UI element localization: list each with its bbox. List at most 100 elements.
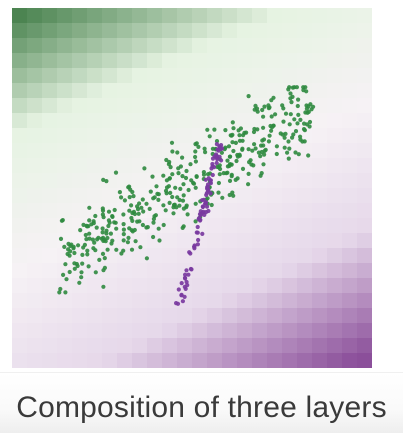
- green-point: [194, 141, 199, 146]
- heatmap-cell: [117, 113, 133, 129]
- heatmap-cell: [102, 113, 118, 129]
- heatmap-cell: [282, 38, 298, 54]
- green-point: [181, 193, 186, 198]
- heatmap-cell: [27, 248, 43, 264]
- heatmap-cell: [252, 323, 268, 339]
- heatmap-cell: [357, 23, 372, 39]
- heatmap-cell: [177, 38, 193, 54]
- purple-point: [219, 143, 224, 148]
- heatmap-cell: [102, 338, 118, 354]
- heatmap-cell: [27, 323, 43, 339]
- green-point: [76, 243, 81, 248]
- green-point: [261, 162, 266, 167]
- heatmap-cell: [312, 143, 328, 159]
- green-point: [80, 252, 85, 257]
- green-point: [87, 205, 92, 210]
- heatmap-cell: [222, 233, 238, 249]
- heatmap-cell: [327, 23, 343, 39]
- heatmap-cell: [237, 248, 253, 264]
- heatmap-cell: [222, 83, 238, 99]
- heatmap-cell: [27, 173, 43, 189]
- purple-point: [219, 158, 224, 163]
- heatmap-cell: [222, 98, 238, 114]
- heatmap-cell: [192, 128, 208, 144]
- heatmap-cell: [282, 113, 298, 129]
- heatmap-cell: [297, 203, 313, 219]
- heatmap-cell: [252, 248, 268, 264]
- green-point: [72, 261, 77, 266]
- heatmap-cell: [357, 248, 372, 264]
- heatmap-cell: [117, 293, 133, 309]
- heatmap-cell: [282, 173, 298, 189]
- green-point: [225, 158, 230, 163]
- green-point: [168, 190, 173, 195]
- heatmap-cell: [162, 8, 178, 24]
- green-point: [170, 149, 175, 154]
- green-point: [132, 211, 137, 217]
- heatmap-cell: [42, 158, 58, 174]
- heatmap-cell: [117, 323, 133, 339]
- heatmap-cell: [177, 248, 193, 264]
- green-point: [129, 247, 135, 252]
- green-point: [258, 154, 263, 159]
- green-point: [93, 270, 98, 275]
- heatmap-cell: [162, 53, 178, 69]
- green-point: [130, 189, 135, 195]
- heatmap-cell: [282, 158, 298, 174]
- heatmap-cell: [87, 293, 103, 309]
- heatmap-cell: [192, 23, 208, 39]
- heatmap-cell: [177, 98, 193, 114]
- green-point: [87, 231, 92, 236]
- heatmap-cell: [342, 38, 358, 54]
- green-point: [186, 187, 191, 193]
- green-point: [94, 225, 99, 230]
- purple-point: [182, 294, 187, 299]
- heatmap-cell: [192, 353, 208, 368]
- heatmap-cell: [282, 323, 298, 339]
- green-point: [287, 85, 292, 90]
- green-point: [311, 104, 316, 109]
- heatmap-cell: [132, 263, 148, 279]
- heatmap-cell: [117, 143, 133, 159]
- heatmap-cell: [72, 293, 88, 309]
- heatmap-cell: [312, 83, 328, 99]
- green-point: [194, 174, 199, 179]
- green-point: [67, 253, 72, 258]
- green-point: [82, 242, 87, 247]
- heatmap-cell: [12, 308, 28, 324]
- green-point: [238, 126, 243, 131]
- green-point: [97, 257, 102, 262]
- heatmap-cell: [252, 233, 268, 249]
- heatmap-cell: [57, 308, 73, 324]
- heatmap-cell: [117, 98, 133, 114]
- heatmap-cell: [207, 83, 223, 99]
- green-point: [62, 244, 67, 249]
- green-point: [221, 171, 226, 176]
- heatmap-cell: [42, 23, 58, 39]
- green-point: [266, 139, 271, 144]
- heatmap-cell: [192, 338, 208, 354]
- heatmap-cell: [72, 278, 88, 294]
- green-point: [240, 146, 245, 151]
- green-point: [140, 222, 145, 228]
- heatmap-cell: [252, 263, 268, 279]
- heatmap-cell: [237, 233, 253, 249]
- green-point: [188, 162, 193, 167]
- green-point: [163, 208, 168, 213]
- heatmap-cell: [102, 38, 118, 54]
- heatmap-cell: [207, 278, 223, 294]
- heatmap-cell: [252, 113, 268, 129]
- heatmap-cell: [42, 143, 58, 159]
- green-point: [205, 196, 210, 201]
- green-point: [185, 212, 190, 217]
- green-point: [181, 182, 186, 187]
- green-point: [145, 225, 150, 230]
- green-point: [71, 246, 76, 251]
- green-point: [147, 206, 152, 211]
- heatmap-cell: [192, 293, 208, 309]
- purple-point: [203, 210, 209, 215]
- purple-point: [219, 146, 225, 151]
- heatmap-cell: [267, 83, 283, 99]
- purple-point: [183, 272, 188, 277]
- heatmap-cell: [27, 98, 43, 114]
